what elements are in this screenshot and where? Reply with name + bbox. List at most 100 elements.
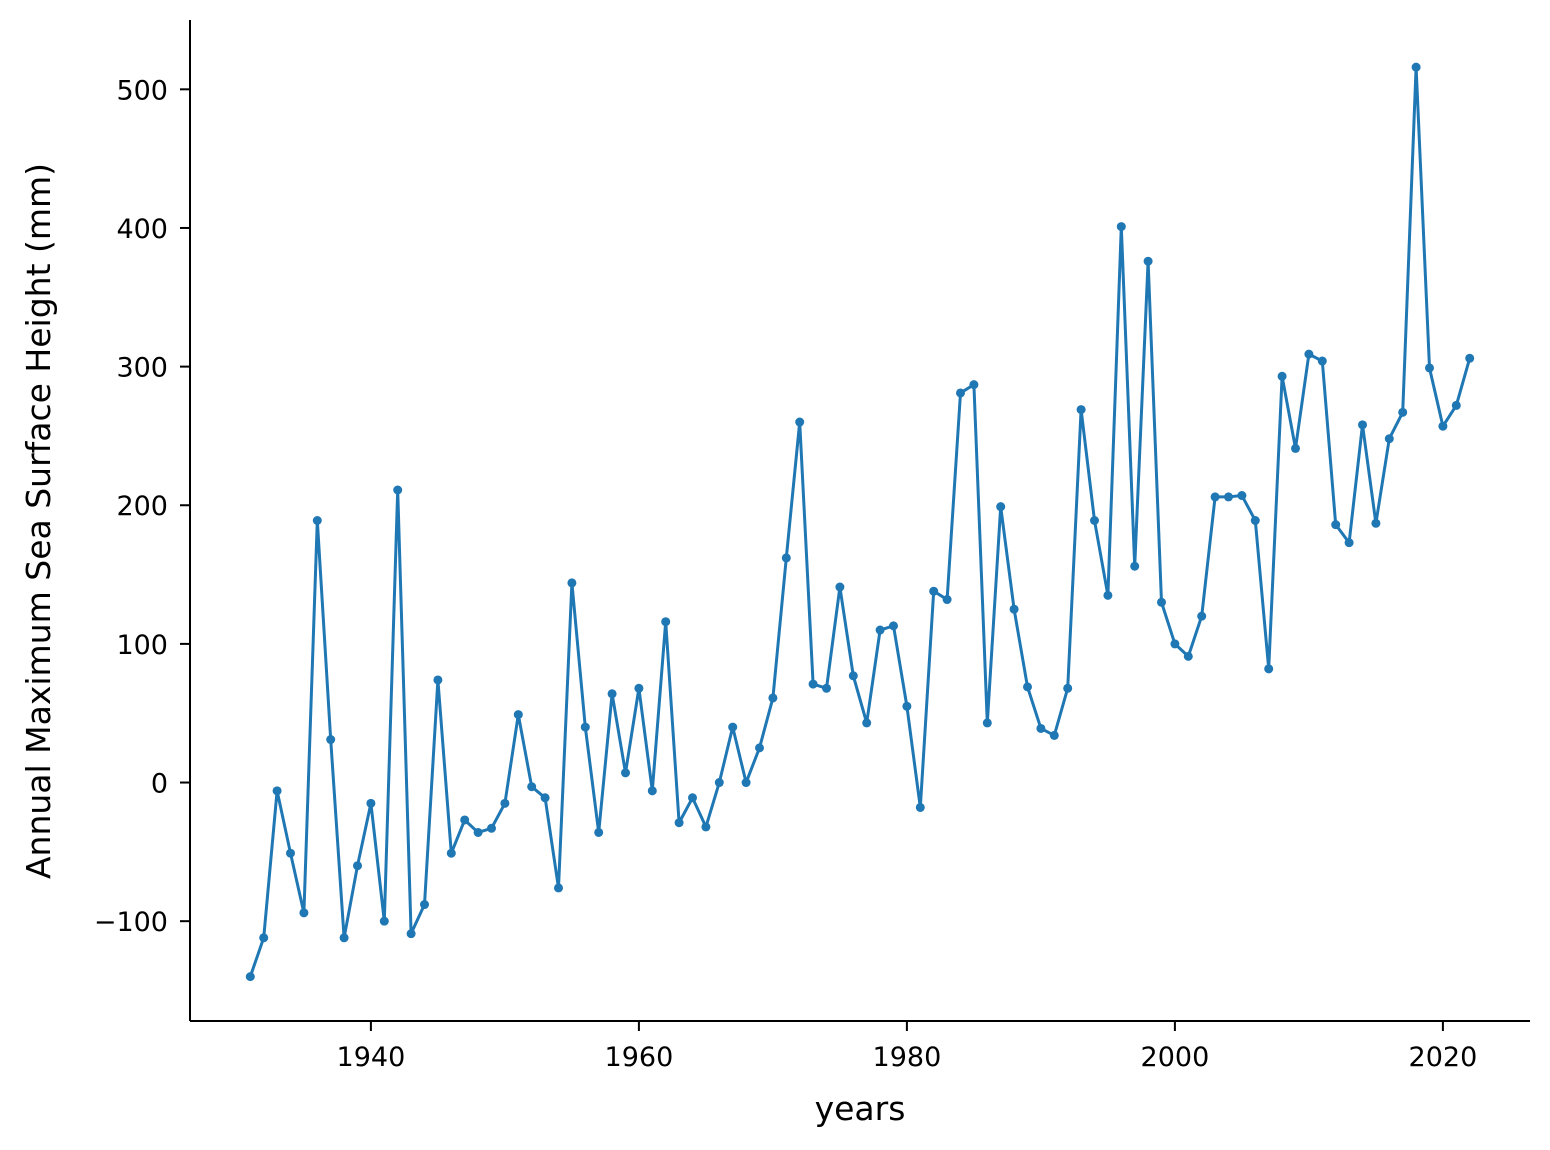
data-point — [1076, 405, 1086, 415]
data-point — [634, 683, 644, 693]
data-point — [741, 778, 751, 788]
data-point — [554, 883, 563, 893]
data-point — [1358, 420, 1367, 430]
data-point — [433, 675, 443, 685]
data-point — [1465, 353, 1475, 363]
data-point — [902, 701, 912, 711]
data-point — [1130, 561, 1140, 571]
data-point — [781, 553, 791, 563]
y-tick-label: 500 — [116, 75, 168, 106]
data-point — [647, 786, 657, 796]
data-point — [580, 722, 590, 732]
axes — [189, 20, 1530, 1022]
data-point — [1411, 62, 1421, 72]
data-point — [1237, 491, 1247, 501]
data-point — [393, 485, 403, 495]
y-tick-label: 300 — [116, 353, 168, 384]
data-point — [1170, 639, 1180, 649]
data-point — [1023, 682, 1032, 692]
data-point — [379, 916, 389, 926]
data-point — [1384, 434, 1394, 444]
data-point — [1425, 363, 1434, 373]
series-line — [248, 65, 1472, 978]
data-point — [688, 793, 697, 803]
data-point — [607, 689, 617, 699]
data-point — [245, 972, 255, 982]
data-point — [339, 933, 349, 943]
data-point — [406, 929, 416, 939]
data-point — [1398, 407, 1408, 417]
x-axis-label: years — [815, 1089, 906, 1128]
y-ticks: −100 0 100 200 300 400 500 — [94, 75, 190, 938]
x-tick-label: 2020 — [1409, 1042, 1478, 1073]
data-point — [1090, 516, 1099, 525]
x-tick-label: 1960 — [605, 1042, 674, 1073]
data-point — [996, 502, 1006, 512]
data-point — [1371, 518, 1381, 528]
data-point — [446, 848, 456, 858]
data-point — [326, 735, 336, 745]
data-point — [755, 743, 764, 753]
data-point — [915, 802, 925, 812]
data-point — [1063, 683, 1073, 693]
y-tick-label: 400 — [116, 214, 168, 245]
data-point — [982, 718, 992, 728]
data-point — [808, 679, 818, 689]
data-point — [1103, 590, 1113, 600]
data-point — [299, 908, 309, 918]
data-point — [1210, 492, 1220, 502]
data-point — [621, 768, 630, 778]
data-point — [487, 823, 496, 833]
data-point — [312, 516, 322, 525]
data-point — [822, 683, 831, 693]
data-point — [875, 625, 885, 635]
x-tick-label: 1940 — [337, 1042, 406, 1073]
data-point — [1317, 356, 1327, 366]
data-point — [1157, 597, 1166, 607]
data-point — [835, 582, 845, 592]
data-point — [956, 388, 965, 398]
x-ticks: 1940 1960 1980 2000 2020 — [337, 1021, 1478, 1073]
data-point — [500, 798, 510, 808]
data-point — [594, 827, 604, 837]
y-tick-label: −100 — [94, 907, 168, 938]
data-point — [1224, 492, 1233, 502]
data-point — [1451, 400, 1461, 410]
data-point — [460, 815, 470, 825]
data-point — [795, 417, 805, 427]
data-point — [272, 786, 282, 796]
y-tick-label: 200 — [116, 491, 168, 522]
data-point — [1291, 443, 1300, 453]
data-point — [420, 900, 429, 910]
data-point — [1036, 723, 1046, 733]
data-point — [1438, 421, 1448, 431]
data-point — [1143, 256, 1153, 266]
x-tick-label: 1980 — [873, 1042, 942, 1073]
data-point — [1277, 371, 1287, 381]
data-point — [567, 578, 577, 588]
data-point — [1197, 611, 1207, 621]
data-point — [929, 586, 939, 596]
data-point — [1009, 604, 1019, 614]
data-point — [701, 822, 711, 832]
x-tick-label: 2000 — [1141, 1042, 1210, 1073]
data-point — [848, 671, 858, 681]
data-point — [513, 710, 523, 720]
data-point — [1116, 222, 1126, 232]
y-tick-label: 100 — [116, 630, 168, 661]
data-point — [473, 827, 483, 837]
data-point — [768, 693, 778, 703]
data-point — [942, 595, 952, 605]
data-point — [1304, 349, 1314, 359]
data-point — [661, 617, 671, 627]
data-point — [353, 861, 362, 871]
data-point — [1049, 730, 1059, 740]
data-point — [969, 380, 979, 390]
y-axis-label: Annual Maximum Sea Surface Height (mm) — [19, 163, 58, 879]
data-points — [245, 62, 1475, 982]
data-point — [1183, 651, 1193, 661]
data-point — [540, 793, 550, 803]
data-point — [728, 722, 738, 732]
data-point — [527, 782, 537, 792]
